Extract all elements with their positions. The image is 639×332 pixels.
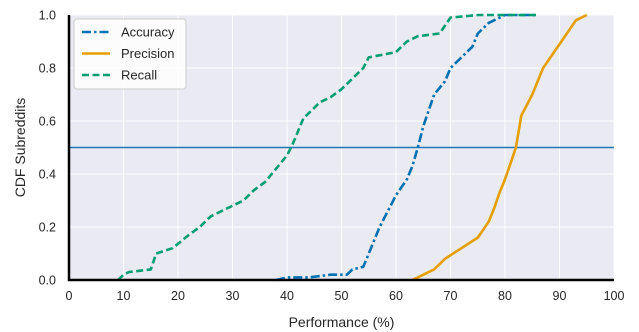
- axes: [67, 15, 614, 282]
- x-tick-label: 10: [117, 289, 131, 303]
- x-tick-label: 30: [226, 289, 240, 303]
- legend-label-recall: Recall: [121, 68, 157, 83]
- y-axis-label: CDF Subreddits: [12, 98, 28, 198]
- legend-label-precision: Precision: [121, 46, 174, 61]
- x-tick-labels: 0 10 20 30 40 50 60 70 80 90 100: [66, 289, 625, 303]
- y-tick-label: 0.8: [39, 62, 56, 76]
- series-line-accuracy: [275, 13, 538, 282]
- x-tick-label: 80: [498, 289, 512, 303]
- y-tick-labels: 0.0 0.2 0.4 0.6 0.8 1.0: [39, 9, 56, 288]
- x-tick-label: 90: [553, 289, 567, 303]
- x-tick-label: 100: [604, 289, 625, 303]
- x-tick-label: 40: [280, 289, 294, 303]
- x-tick-label: 50: [335, 289, 349, 303]
- legend: Accuracy Precision Recall: [73, 18, 187, 90]
- y-tick-label: 0.0: [39, 274, 56, 288]
- y-tick-label: 0.6: [39, 115, 56, 129]
- legend-box: [73, 18, 187, 90]
- x-tick-label: 60: [389, 289, 403, 303]
- x-tick-label: 70: [444, 289, 458, 303]
- legend-label-accuracy: Accuracy: [121, 25, 175, 40]
- x-tick-label: 20: [171, 289, 185, 303]
- y-tick-label: 0.2: [39, 221, 56, 235]
- series-line-recall: [117, 13, 538, 281]
- y-tick-label: 1.0: [39, 9, 56, 23]
- x-tick-label: 0: [66, 289, 73, 303]
- series-layer: [117, 13, 588, 282]
- y-tick-label: 0.4: [39, 168, 56, 182]
- x-axis-label: Performance (%): [289, 314, 395, 330]
- series-line-precision: [411, 13, 588, 282]
